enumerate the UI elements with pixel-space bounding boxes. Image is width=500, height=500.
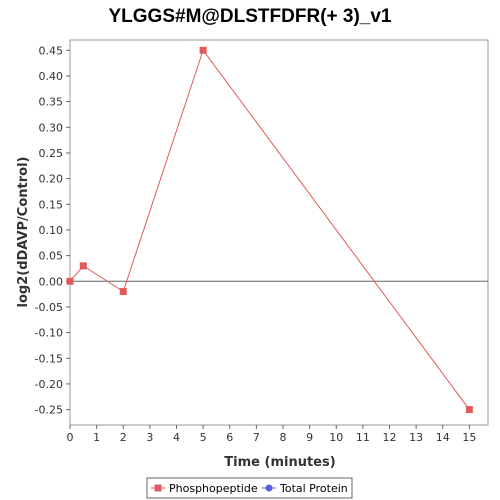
legend-label-phosphopeptide: Phosphopeptide [169,482,258,495]
x-axis-label: Time (minutes) [224,455,335,470]
x-tick-label-7: 7 [253,431,260,444]
chart-title: YLGGS#M@DLSTFDFR(+ 3)_v1 [109,6,392,27]
y-tick-label-3: -0.10 [35,327,63,340]
x-tick-label-5: 5 [200,431,207,444]
data-point-0-2 [119,288,127,296]
x-tick-label-9: 9 [306,431,313,444]
y-tick-label-5: 0.00 [39,275,64,288]
y-tick-label-13: 0.40 [39,70,64,83]
x-tick-label-10: 10 [329,431,343,444]
y-tick-label-14: 0.45 [39,44,64,57]
y-tick-label-1: -0.20 [35,378,63,391]
x-axis: 0 1 2 3 4 5 6 7 8 9 10 11 12 13 14 15 [67,425,476,444]
y-tick-label-7: 0.10 [39,224,64,237]
y-tick-label-11: 0.30 [39,121,64,134]
y-tick-label-2: -0.15 [35,352,63,365]
x-tick-label-2: 2 [120,431,127,444]
series-layer [66,46,473,414]
x-tick-label-3: 3 [146,431,153,444]
x-tick-label-1: 1 [93,431,100,444]
y-axis: -0.25 -0.20 -0.15 -0.10 -0.05 0.00 0.05 0.10 0.1… [35,44,70,417]
y-axis-label: log2(dDAVP/Control) [16,157,31,308]
legend-label-total-protein: Total Protein [279,482,348,495]
y-tick-label-0: -0.25 [35,404,63,417]
x-tick-label-8: 8 [279,431,286,444]
legend: Phosphopeptide Total Protein [146,477,353,499]
y-tick-label-6: 0.05 [39,250,64,263]
x-tick-label-15: 15 [462,431,476,444]
y-tick-label-10: 0.25 [39,147,64,160]
y-tick-label-9: 0.20 [39,173,64,186]
data-point-0-1 [79,262,87,270]
y-tick-label-4: -0.05 [35,301,63,314]
x-tick-label-14: 14 [436,431,450,444]
y-tick-label-12: 0.35 [39,96,64,109]
x-tick-label-0: 0 [67,431,74,444]
x-tick-label-11: 11 [356,431,370,444]
x-tick-label-4: 4 [173,431,180,444]
x-tick-label-6: 6 [226,431,233,444]
legend-marker-total-protein [265,484,273,492]
legend-marker-phosphopeptide [154,484,162,492]
plot-area [69,39,489,426]
data-point-0-4 [465,406,473,414]
x-tick-label-13: 13 [409,431,423,444]
data-point-0-0 [66,277,74,285]
y-tick-label-8: 0.15 [39,198,64,211]
legend-box [146,477,353,499]
x-tick-label-12: 12 [382,431,396,444]
data-point-0-3 [199,46,207,54]
